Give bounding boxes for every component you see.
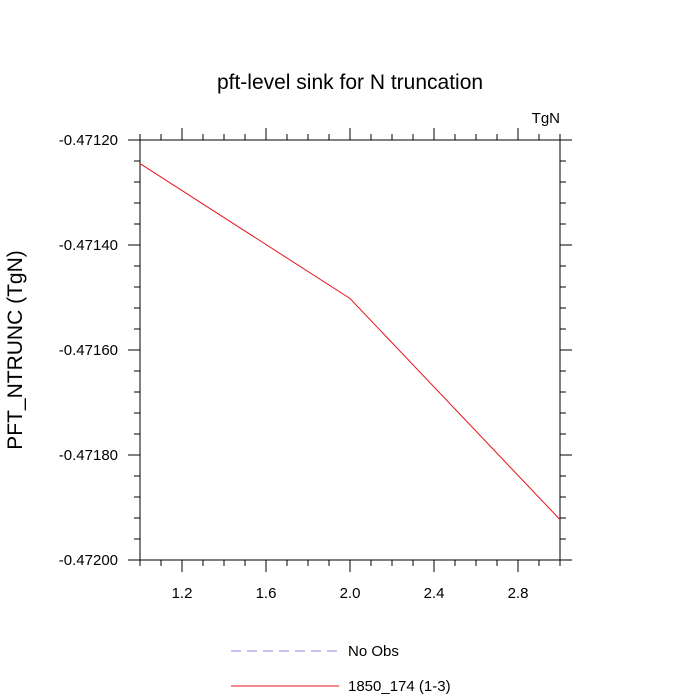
y-tick-label: -0.47140 [59, 237, 118, 254]
legend-label: 1850_174 (1-3) [348, 678, 451, 695]
y-tick-label: -0.47160 [59, 342, 118, 359]
y-tick-label: -0.47200 [59, 552, 118, 569]
units-label: TgN [532, 110, 560, 127]
x-tick-label: 2.0 [340, 585, 361, 602]
y-tick-labels: -0.47120 -0.47140 -0.47160 -0.47180 -0.47200 [59, 132, 118, 569]
series-line [139, 163, 561, 520]
legend: No Obs 1850_174 (1-3) [231, 643, 451, 695]
x-tick-labels: 1.2 1.6 2.0 2.4 2.8 [172, 585, 529, 602]
chart-title: pft-level sink for N truncation [217, 71, 483, 94]
axis-ticks [128, 128, 572, 572]
x-tick-label: 2.4 [424, 585, 445, 602]
y-tick-label: -0.47180 [59, 447, 118, 464]
x-tick-label: 1.6 [256, 585, 277, 602]
legend-label: No Obs [348, 643, 399, 660]
y-tick-label: -0.47120 [59, 132, 118, 149]
series-group [139, 163, 561, 520]
plot-frame [139, 139, 561, 561]
x-tick-label: 2.8 [508, 585, 529, 602]
y-axis-label: PFT_NTRUNC (TgN) [4, 250, 27, 450]
x-tick-label: 1.2 [172, 585, 193, 602]
